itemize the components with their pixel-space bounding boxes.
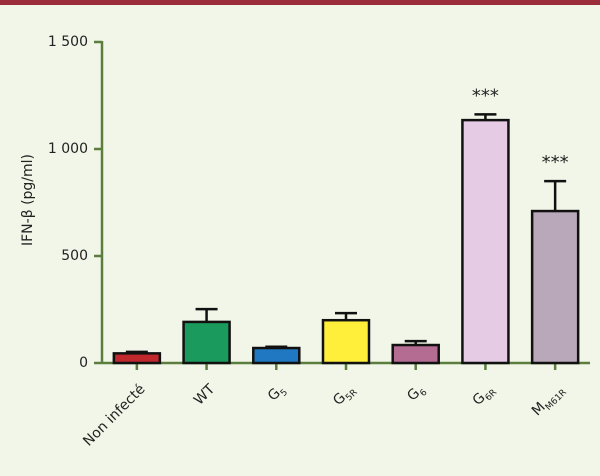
y-axis-label: IFN-β (pg/ml) <box>20 154 36 246</box>
y-tick-label: 500 <box>61 248 88 264</box>
bar <box>321 318 371 365</box>
x-tick-label-main: WT <box>191 381 218 408</box>
top-band <box>0 0 600 5</box>
x-tick-label: Non infecté <box>80 381 148 449</box>
bar <box>112 352 162 365</box>
bar <box>391 343 440 365</box>
x-tick-label-main: Non infecté <box>80 381 148 449</box>
x-tick-label: G5R <box>330 381 359 410</box>
y-tick-label: 0 <box>79 355 88 371</box>
significance-label: *** <box>472 85 499 106</box>
significance-label: *** <box>542 152 569 173</box>
x-tick-label: WT <box>191 381 218 408</box>
y-tick-label: 1 500 <box>48 34 88 50</box>
bar <box>182 320 231 365</box>
x-tick-label: MM61R <box>529 381 569 421</box>
x-tick-label: G5 <box>265 381 290 406</box>
y-tick-label: 1 000 <box>48 141 88 157</box>
x-tick-label: G6 <box>404 381 429 406</box>
x-tick-label: G6R <box>470 381 499 410</box>
bar <box>461 118 510 365</box>
x-tick-label-sub: 5 <box>279 387 290 398</box>
x-tick-label-sub: M61R <box>543 387 568 412</box>
bar <box>530 209 580 365</box>
bar <box>252 346 301 365</box>
x-tick-label-sub: 6 <box>418 387 429 398</box>
